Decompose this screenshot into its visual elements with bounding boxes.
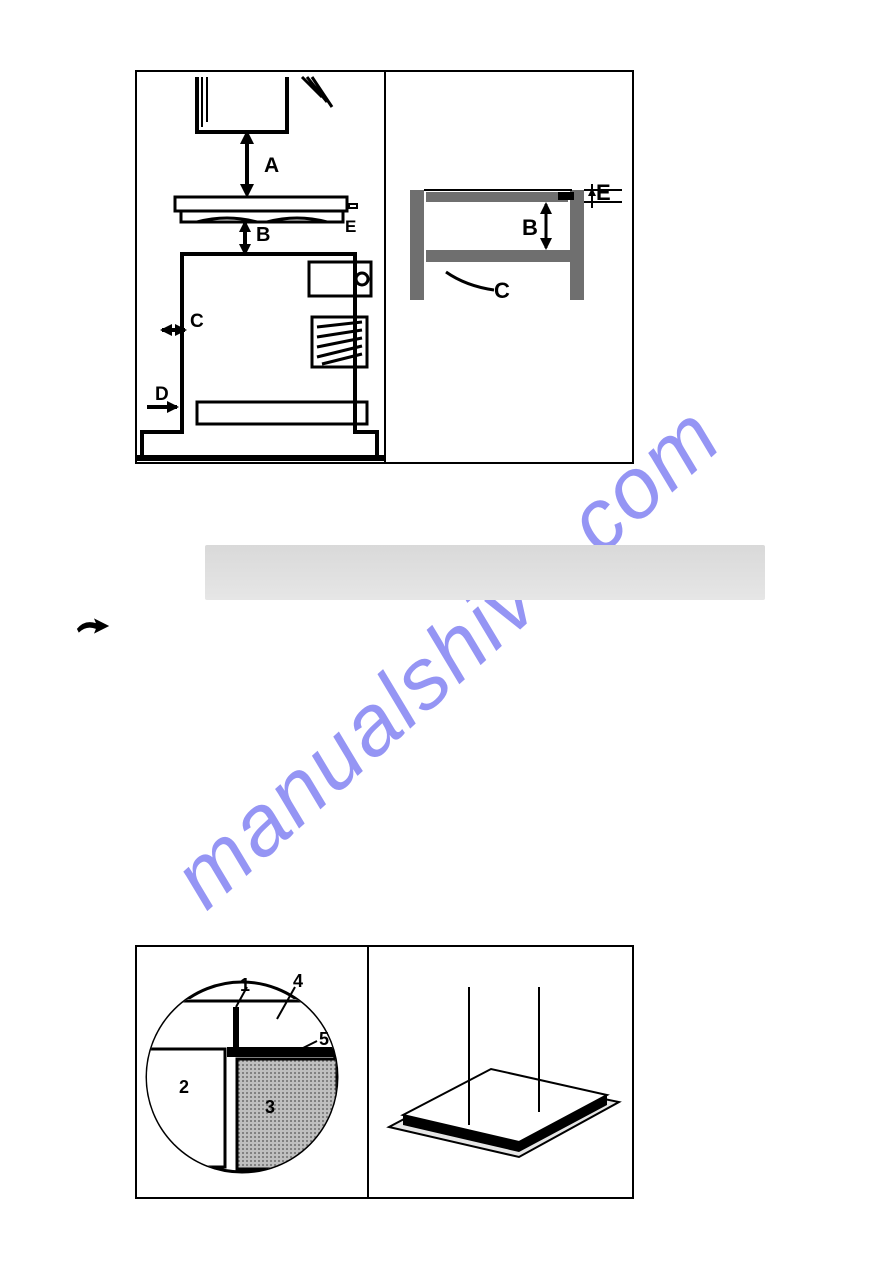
label-b2: B xyxy=(522,215,538,241)
figure-row-bottom: 1 2 3 4 5 xyxy=(135,945,634,1199)
label-5: 5 xyxy=(319,1029,329,1050)
section-band xyxy=(205,545,765,600)
figure-bottom-right xyxy=(369,947,632,1197)
cross-section-svg xyxy=(386,72,632,462)
page: manualshive.com xyxy=(0,0,893,1263)
label-b: B xyxy=(256,224,270,247)
figure-top-right: E B C xyxy=(386,72,632,462)
arrow-icon xyxy=(75,615,113,637)
oven-diagram-svg xyxy=(137,72,384,462)
label-a: A xyxy=(264,154,279,178)
label-3: 3 xyxy=(265,1097,275,1118)
label-c2: C xyxy=(494,278,510,304)
detail-circle-svg xyxy=(137,947,367,1197)
label-d: D xyxy=(155,384,169,406)
figure-row-top: A B C D E xyxy=(135,70,634,464)
hob-iso-svg xyxy=(369,947,632,1197)
label-e: E xyxy=(345,217,356,237)
label-2: 2 xyxy=(179,1077,189,1098)
label-c: C xyxy=(190,311,204,333)
label-e2: E xyxy=(596,180,611,206)
label-1: 1 xyxy=(240,975,250,996)
figure-bottom-left: 1 2 3 4 5 xyxy=(137,947,369,1197)
body-text-area xyxy=(125,650,765,920)
figure-top-left: A B C D E xyxy=(137,72,386,462)
label-4: 4 xyxy=(293,971,303,992)
